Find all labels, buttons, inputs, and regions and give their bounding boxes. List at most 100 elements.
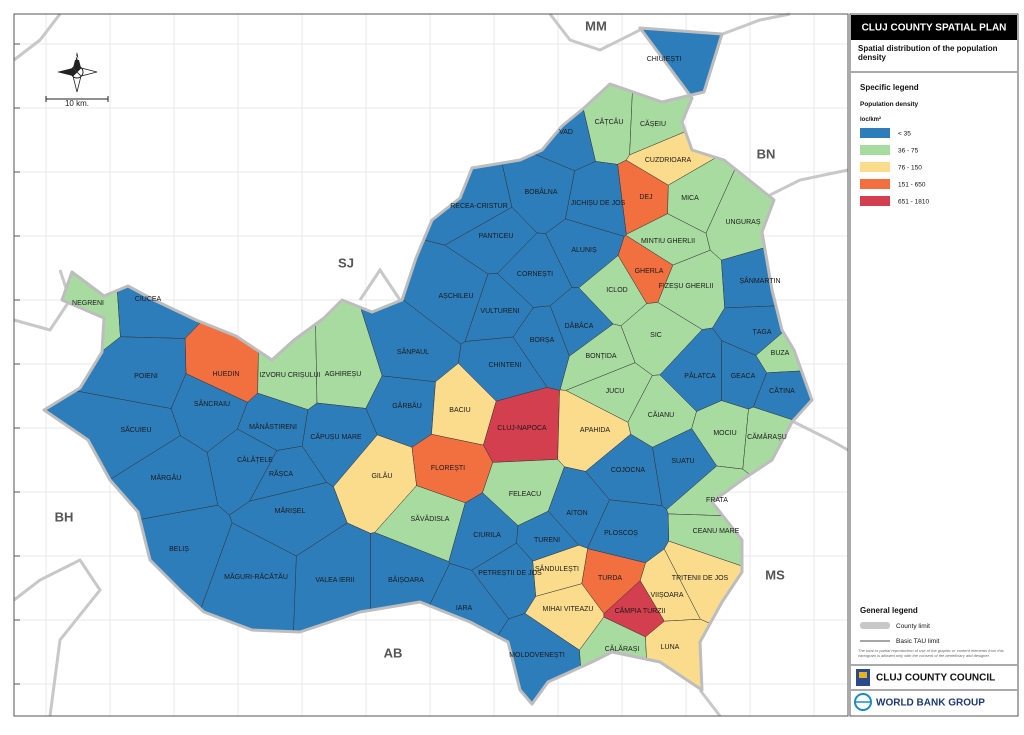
legend-label: 651 - 1810 — [898, 199, 929, 206]
map-frame — [13, 13, 849, 717]
region-label: CĂTINA — [769, 386, 795, 395]
region-label: VIIȘOARA — [650, 592, 683, 599]
region-label: ALUNIȘ — [571, 247, 597, 254]
region-label: TURENI — [534, 537, 560, 544]
legend-label: 36 - 75 — [898, 148, 919, 155]
region-label: BELIȘ — [169, 546, 189, 553]
region-label: CEANU MARE — [693, 528, 740, 535]
region-label: COJOCNA — [611, 467, 646, 474]
region-label: FELEACU — [509, 491, 541, 498]
region-label: TURDA — [598, 575, 622, 582]
region-label: DEJ — [639, 194, 652, 201]
region-label: VALEA IERII — [315, 577, 354, 584]
region-label: MĂRIȘEL — [275, 506, 306, 515]
legend-swatch — [860, 145, 890, 155]
region-label: IARA — [456, 605, 473, 612]
region-label: LUNA — [661, 644, 680, 651]
region-label: CIURILA — [473, 532, 501, 539]
region-label: MINTIU GHERLII — [641, 238, 695, 245]
region-label: SUATU — [671, 458, 694, 465]
region-label: CĂȚCĂU — [595, 117, 624, 126]
region-label: AGHIREȘU — [325, 371, 362, 378]
region-label: GEACA — [731, 373, 756, 380]
legend-swatch — [860, 128, 890, 138]
bank-name: WORLD BANK GROUP — [876, 698, 985, 709]
council-logo-detail — [859, 672, 867, 678]
region-label: CĂȘEIU — [640, 119, 666, 128]
region-label: AȘCHILEU — [438, 293, 473, 300]
regions — [43, 27, 813, 705]
neighbor-label: SJ — [338, 255, 354, 270]
region-label: TRITENII DE JOS — [672, 575, 729, 582]
region-label: CORNEȘTI — [517, 271, 553, 278]
tau-limit-label: Basic TAU limit — [896, 638, 940, 645]
region-labels: CHIUIEȘTI CĂȚCĂU CĂȘEIU VAD CUZDRIOARA DEJ BOB… — [72, 56, 795, 659]
neighbor-labels: MM BN SJ BH MS AB — [55, 18, 785, 660]
neighbor-label: BN — [757, 146, 776, 161]
region-label: POIENI — [134, 373, 158, 380]
region-label: PĂLATCA — [684, 371, 716, 380]
county-limit-swatch — [860, 622, 890, 629]
region-label: CĂPUȘU MARE — [310, 432, 362, 441]
neighbor-label: MS — [765, 567, 785, 582]
region-label: UNGURAȘ — [725, 219, 760, 226]
region-label: CĂMĂRAȘU — [747, 432, 787, 441]
region-label: GHERLA — [635, 268, 664, 275]
council-name: CLUJ COUNTY COUNCIL — [876, 673, 995, 684]
region-label: SÂNPAUL — [397, 347, 429, 356]
region-label: JUCU — [606, 388, 625, 395]
legend-title: Population density — [860, 101, 919, 108]
region-label: ȘÂNMARTIN — [739, 276, 780, 285]
region-label: VULTURENI — [480, 308, 519, 315]
region-label: IZVORU CRIȘULUI — [259, 372, 320, 379]
region-label: SĂCUIEU — [120, 425, 151, 434]
region-label: RECEA-CRISTUR — [450, 203, 508, 210]
region-label: MĂNĂSTIRENI — [249, 422, 297, 431]
region-label: ȚAGA — [752, 329, 771, 336]
region-label: FIZEȘU GHERLII — [659, 283, 714, 290]
county-limit-label: County limit — [896, 623, 930, 630]
region-label: SĂNDULEȘTI — [535, 564, 579, 573]
svg-text:N: N — [74, 55, 79, 62]
north-arrow: N — [57, 52, 98, 93]
region-label: MĂRGĂU — [151, 473, 182, 482]
neighbor-label: AB — [384, 645, 403, 660]
region-label: MIHAI VITEAZU — [543, 606, 594, 613]
region-label: SIC — [650, 332, 662, 339]
region-label: CLUJ-NAPOCA — [497, 425, 547, 432]
region-label: BACIU — [449, 407, 470, 414]
region-label: MICA — [681, 195, 699, 202]
legend-label: < 35 — [898, 131, 911, 138]
region-label: MOCIU — [713, 430, 736, 437]
region-label: SĂVĂDISLA — [411, 514, 450, 523]
scale-label: 10 km. — [65, 99, 89, 108]
region-label: HUEDIN — [213, 371, 240, 378]
legend-unit: loc/km² — [860, 116, 881, 123]
region-label: CUZDRIOARA — [645, 157, 692, 164]
legend-label: 151 - 650 — [898, 182, 926, 189]
region-label: RĂȘCA — [269, 469, 293, 478]
panel-title: CLUJ COUNTY SPATIAL PLAN — [862, 23, 1007, 34]
county-limit — [42, 26, 814, 706]
legend-swatch — [860, 196, 890, 206]
region-label: JICHIȘU DE JOS — [571, 200, 626, 207]
region-label: NEGRENI — [72, 300, 104, 307]
region-label: FLOREȘTI — [431, 465, 465, 472]
general-legend-heading: General legend — [860, 606, 918, 615]
region-label: PETREȘTII DE JOS — [478, 570, 542, 577]
region-label: SÂNCRAIU — [194, 399, 230, 408]
title-bar — [851, 15, 1017, 40]
region-label: BORȘA — [530, 337, 555, 344]
neighbor-label: BH — [55, 509, 74, 524]
region-label: CÂMPIA TURZII — [615, 606, 666, 615]
region-label: VAD — [559, 129, 573, 136]
region-label: CĂLĂȚELE — [237, 455, 273, 464]
region-label: PLOSCOȘ — [604, 530, 638, 537]
region-label: PANTICEU — [479, 233, 514, 240]
region-label: CHINTENI — [488, 362, 521, 369]
neighbor-boundaries — [13, 12, 849, 717]
region-label: CĂIANU — [648, 410, 674, 419]
region-label: CIUCEA — [135, 296, 162, 303]
region-label: BUZA — [771, 350, 790, 357]
